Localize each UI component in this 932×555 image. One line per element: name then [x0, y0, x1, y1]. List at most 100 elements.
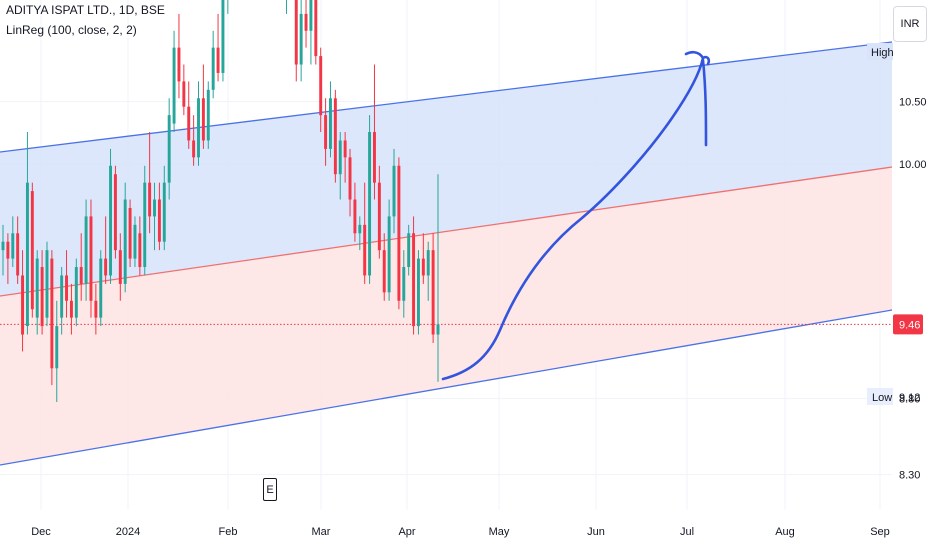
candle-body	[84, 216, 88, 284]
candle-body	[16, 233, 20, 276]
candle-body	[304, 13, 308, 31]
earnings-event-marker[interactable]: E	[263, 478, 277, 501]
candle-body	[123, 199, 127, 284]
time-tick-label: 2024	[116, 526, 140, 538]
candle-body	[333, 98, 337, 175]
candle-body	[157, 199, 161, 242]
drawn-arrow-stroke	[441, 50, 711, 381]
candle-body	[187, 106, 191, 141]
candle-body	[397, 165, 401, 301]
candle-body	[172, 47, 176, 124]
indicator-label[interactable]: LinReg (100, close, 2, 2)	[6, 23, 137, 37]
candle-body	[412, 233, 416, 327]
price-tick-label: 10.00	[899, 159, 927, 171]
time-tick-label: Aug	[775, 526, 795, 538]
upper-channel-line	[0, 41, 893, 153]
candle-body	[167, 115, 171, 183]
candle-body	[162, 182, 166, 242]
candle-body	[113, 174, 117, 251]
candle-body	[436, 324, 440, 335]
lower-channel-line	[0, 309, 893, 466]
candle-body	[99, 258, 103, 318]
candle-body	[65, 275, 69, 301]
candle-body	[426, 250, 430, 276]
time-tick-label: Apr	[398, 526, 415, 538]
currency-button[interactable]: INR	[893, 6, 927, 42]
candle-body	[35, 258, 39, 318]
last-price-label: 9.46	[899, 319, 920, 331]
candle-body	[94, 300, 98, 318]
candle-body	[143, 182, 147, 268]
candle-body	[89, 216, 93, 301]
hand-drawn-arrow	[441, 50, 711, 381]
candle-body	[118, 250, 122, 284]
candle-body	[11, 233, 15, 259]
candle-body	[69, 300, 73, 318]
candles	[1, 0, 440, 403]
candle-body	[324, 115, 328, 149]
time-tick-label: Dec	[31, 526, 51, 538]
lower-band-fill	[0, 167, 892, 465]
high-label: High	[871, 47, 894, 59]
candle-body	[348, 157, 352, 200]
time-tick-label: Mar	[312, 526, 331, 538]
candle-body	[211, 47, 215, 90]
candle-body	[216, 47, 220, 73]
candle-body	[299, 13, 303, 65]
time-tick-label: May	[489, 526, 510, 538]
candle-body	[133, 224, 137, 259]
candle-body	[353, 199, 357, 234]
regression-mid-line	[0, 166, 893, 297]
upper-band-fill	[0, 42, 892, 296]
candle-body	[6, 241, 10, 259]
candle-body	[329, 98, 332, 149]
candle-body	[104, 258, 108, 276]
candle-body	[50, 258, 54, 369]
candle-body	[40, 267, 44, 327]
candle-body	[25, 182, 29, 327]
candle-body	[206, 89, 210, 141]
candle-body	[197, 98, 200, 158]
candle-body	[201, 98, 205, 141]
time-tick-label: Sep	[870, 526, 890, 538]
candle-body	[309, 0, 313, 31]
low-label-box	[867, 388, 893, 405]
candle-body	[368, 132, 372, 276]
time-tick-label: Jun	[587, 526, 605, 538]
candle-body	[74, 267, 78, 318]
candle-body	[1, 241, 5, 251]
candle-body	[60, 275, 64, 318]
candle-body	[109, 165, 112, 276]
candle-body	[392, 165, 396, 217]
candle-body	[45, 250, 49, 318]
symbol-title: ADITYA ISPAT LTD., 1D, BSE	[6, 3, 165, 17]
time-tick-label: Feb	[219, 526, 238, 538]
high-label-box	[867, 43, 893, 60]
candle-body	[416, 258, 420, 327]
axes: 13.0012.5011.5010.5010.008.808.30HighLow…	[31, 43, 927, 538]
candle-body	[55, 326, 59, 369]
candle-body	[363, 224, 367, 276]
candle-body	[294, 0, 298, 65]
candle-body	[182, 81, 186, 107]
candle-body	[138, 233, 142, 268]
candle-body	[128, 207, 132, 259]
price-tick-label: 8.30	[899, 470, 920, 482]
low-value-label: 9.12	[899, 392, 920, 404]
candle-body	[177, 47, 181, 82]
candle-body	[314, 0, 318, 57]
linreg-channel	[0, 41, 893, 466]
candle-body	[407, 233, 411, 268]
candle-body	[148, 182, 152, 217]
candle-body	[358, 224, 362, 234]
low-label: Low	[872, 392, 892, 404]
time-tick-label: Jul	[680, 526, 694, 538]
candle-body	[30, 191, 34, 310]
candle-body	[377, 182, 381, 251]
candle-body	[387, 216, 391, 293]
candle-body	[221, 0, 225, 73]
candle-body	[402, 267, 406, 301]
candle-body	[338, 140, 342, 175]
